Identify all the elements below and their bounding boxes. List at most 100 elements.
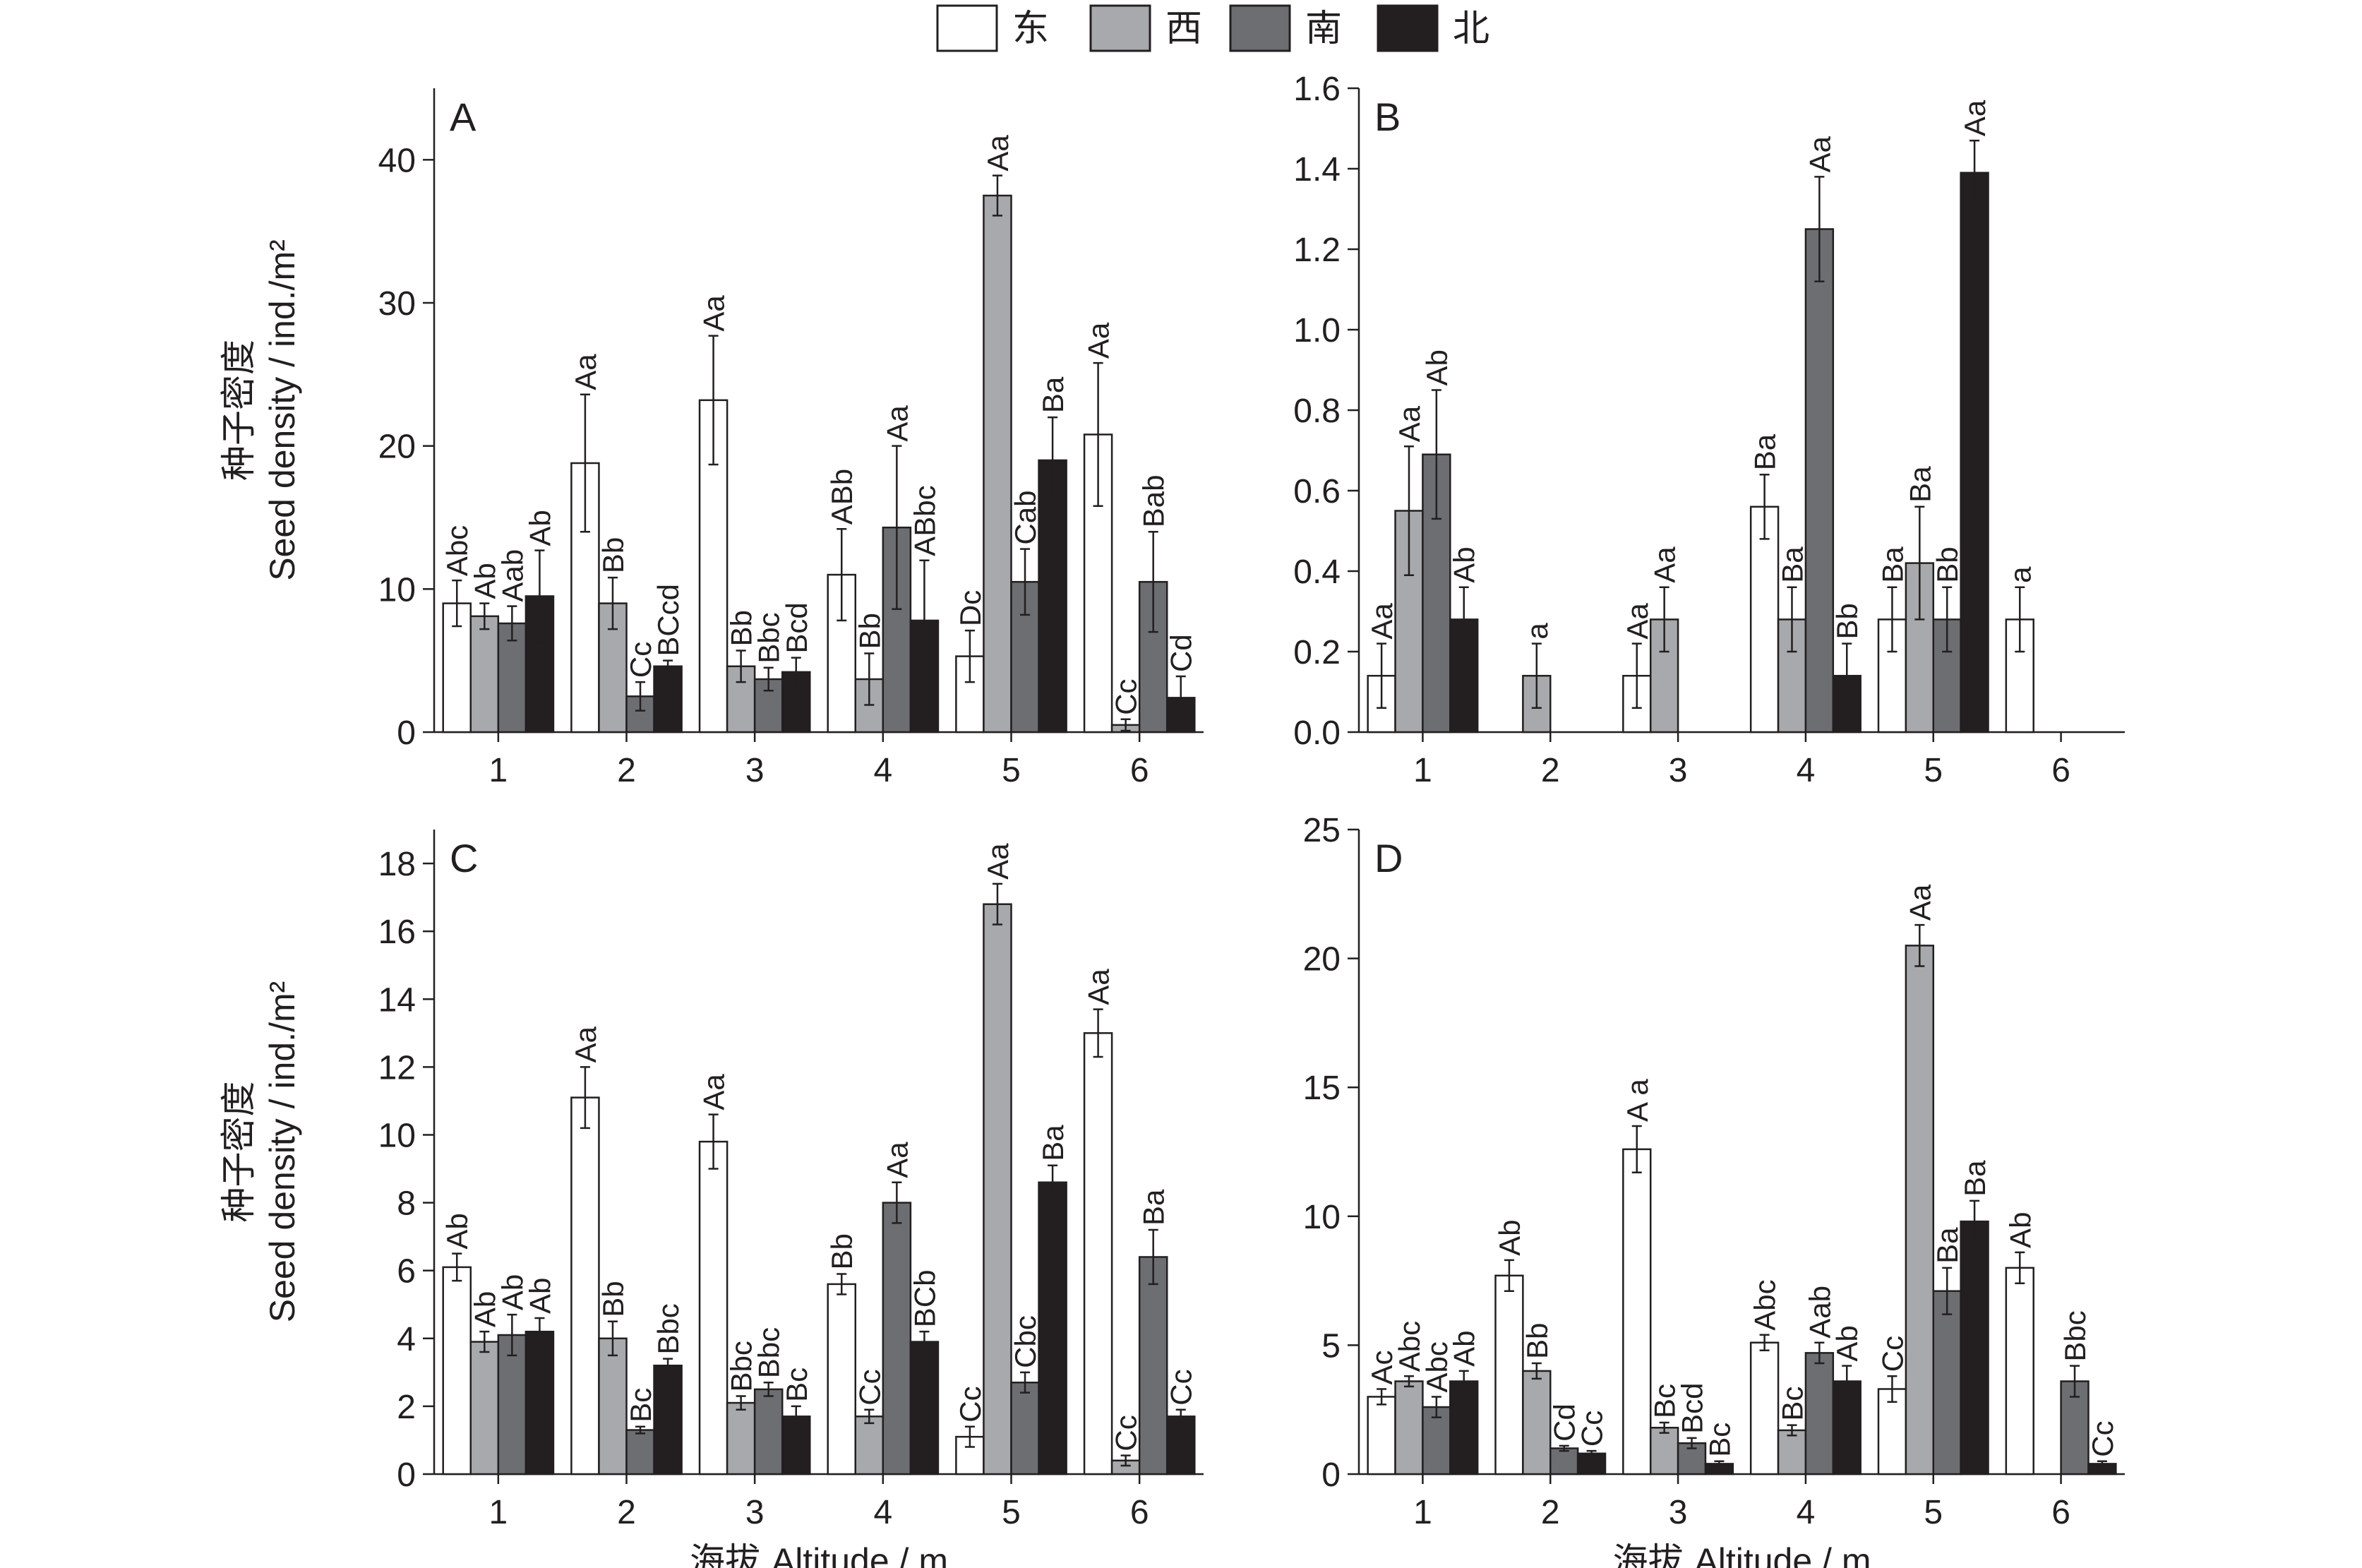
y-tick-label: 40 xyxy=(378,142,416,179)
error-bar xyxy=(892,1181,902,1224)
error-bar xyxy=(1787,1424,1797,1437)
significance-label: Aa xyxy=(569,354,602,390)
y-axis-title: 种子密度 Seed density / ind./m² xyxy=(218,239,302,581)
bar-d-s2-c2 xyxy=(1522,1370,1552,1476)
significance-label: Aa xyxy=(880,405,913,442)
significance-label: BCcd xyxy=(652,584,685,657)
significance-label: Ba xyxy=(1958,1160,1991,1197)
significance-label: Aab xyxy=(496,549,529,602)
x-tick-label: 6 xyxy=(1130,1494,1149,1531)
significance-label: Ab xyxy=(1448,1331,1481,1367)
bar-b-s2-c1 xyxy=(1394,510,1424,734)
error-bar xyxy=(635,681,646,712)
significance-label: Cc xyxy=(853,1369,886,1405)
error-bar xyxy=(864,1408,875,1425)
significance-label: Bc xyxy=(1703,1423,1736,1457)
error-bar xyxy=(708,335,719,466)
significance-label: Aa xyxy=(1082,969,1115,1005)
bar-c-s3-c5 xyxy=(1010,1382,1040,1476)
bar-c-s3-c2 xyxy=(625,1429,655,1476)
bar-d-s2-c3 xyxy=(1649,1427,1679,1476)
bar-d-s1-c6 xyxy=(2005,1267,2034,1476)
y-tick-label: 16 xyxy=(378,914,416,951)
x-tick-label: 4 xyxy=(1797,1494,1816,1531)
error-bar xyxy=(992,882,1002,926)
error-bar xyxy=(837,1273,847,1295)
bar-c-s2-c4 xyxy=(854,1416,885,1476)
bar-c-s3-c6 xyxy=(1138,1256,1168,1476)
bar-d-s4-c5 xyxy=(1960,1220,1989,1476)
error-bar xyxy=(1759,473,1770,540)
significance-label: Ab xyxy=(1448,546,1481,582)
error-bar xyxy=(791,1405,801,1428)
y-tick-label: 0 xyxy=(397,1456,416,1494)
error-bar xyxy=(663,1358,673,1374)
x-tick-label: 1 xyxy=(488,752,508,789)
error-bar xyxy=(1020,548,1031,616)
significance-label: a xyxy=(2003,566,2037,583)
error-bar xyxy=(2070,1365,2080,1398)
error-bar xyxy=(1458,1370,1469,1393)
bar-d-s1-c1 xyxy=(1367,1396,1396,1476)
significance-label: Bb xyxy=(597,537,630,573)
significance-label: Cc xyxy=(624,642,657,678)
error-bar xyxy=(1504,1259,1514,1292)
x-tick-label: 5 xyxy=(1002,1494,1021,1531)
error-bar xyxy=(1659,1421,1669,1434)
bar-d-s2-c5 xyxy=(1905,945,1935,1476)
error-bar xyxy=(1631,1125,1642,1173)
y-tick-label: 2 xyxy=(397,1389,416,1426)
significance-label: BCb xyxy=(908,1269,941,1327)
significance-label: Abc xyxy=(1749,1279,1782,1330)
x-tick-label: 2 xyxy=(617,1494,636,1531)
y-tick-label: 0.0 xyxy=(1293,714,1341,752)
error-bar xyxy=(1377,642,1387,710)
bar-c-s1-c3 xyxy=(698,1140,729,1476)
error-bar xyxy=(763,666,774,692)
y-tick-label: 10 xyxy=(1303,1199,1341,1236)
significance-label: Cd xyxy=(1165,634,1198,672)
legend: 东西南北 xyxy=(936,4,1489,52)
significance-label: Ab xyxy=(523,510,556,546)
error-bar xyxy=(736,650,746,683)
error-bar xyxy=(1970,139,1980,206)
bar-c-s2-c1 xyxy=(469,1341,500,1476)
x-tick-label: 1 xyxy=(488,1494,508,1531)
significance-label: Bb xyxy=(1830,603,1864,639)
bar-a-s2-c1 xyxy=(469,615,500,734)
error-bar xyxy=(2097,1460,2107,1468)
legend-label-2: 西 xyxy=(1165,8,1202,50)
error-bar xyxy=(479,1330,490,1353)
significance-label: Ba xyxy=(1876,546,1909,583)
error-bar xyxy=(507,1313,517,1357)
significance-label: Bc xyxy=(1775,1387,1809,1421)
significance-label: Bb xyxy=(725,610,758,646)
error-bar xyxy=(919,559,930,682)
significance-label: Ab xyxy=(523,1278,556,1314)
x-tick-label: 3 xyxy=(1669,1494,1688,1531)
error-bar xyxy=(864,652,875,706)
legend-swatch-3 xyxy=(1229,4,1291,52)
y-axis-title: 种子密度 Seed density / ind./m² xyxy=(218,981,302,1323)
bar-d-s3-c4 xyxy=(1804,1352,1835,1476)
error-bar xyxy=(1531,1362,1542,1380)
bar-b-s3-c5 xyxy=(1932,618,1962,734)
error-bar xyxy=(1759,1334,1770,1351)
significance-label: ABbc xyxy=(908,485,941,556)
y-tick-label: 20 xyxy=(378,429,416,466)
error-bar xyxy=(534,1317,545,1346)
error-bar xyxy=(1431,389,1441,520)
bar-c-s3-c3 xyxy=(753,1388,784,1476)
error-bar xyxy=(452,1252,462,1282)
significance-label: Cc xyxy=(1576,1411,1609,1447)
x-tick-label: 5 xyxy=(1002,752,1021,789)
x-tick-label: 4 xyxy=(873,752,892,789)
y-tick-label: 6 xyxy=(397,1253,416,1291)
error-bar xyxy=(1377,1388,1387,1406)
legend-swatch-1 xyxy=(936,4,998,52)
error-bar xyxy=(580,1066,590,1130)
bar-a-s3-c1 xyxy=(497,622,527,734)
significance-label: Dc xyxy=(954,590,987,626)
significance-label: Abc xyxy=(1420,1341,1453,1392)
